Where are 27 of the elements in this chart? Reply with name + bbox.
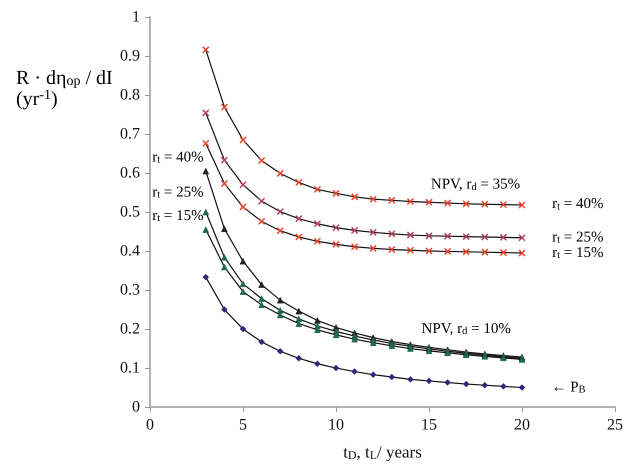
annotation: rt = 15% (552, 244, 604, 262)
y-tick-label: 1 (132, 8, 140, 26)
annotation: rt = 25% (152, 184, 204, 201)
y-tick-label: 0 (132, 398, 140, 416)
annotation: rt = 40% (552, 196, 604, 212)
y-tick-label: 0.8 (120, 86, 140, 104)
y-tick-label: 0.9 (120, 48, 140, 65)
x-tick-label: 15 (421, 416, 437, 434)
annotation: NPV, rd = 35% (430, 176, 520, 193)
y-tick-label: 0.7 (120, 126, 140, 143)
y-tick-label: 0.6 (120, 164, 140, 182)
y-tick-label: 0.3 (120, 282, 140, 299)
annotation: rt = 25% (552, 229, 604, 246)
x-tick-label: 20 (514, 416, 530, 434)
y-tick-label: 0.5 (120, 204, 140, 221)
y-tick-label: 0.2 (120, 320, 140, 338)
annotation: rt = 40% (152, 149, 204, 166)
x-axis-title: tD, tL/ years (343, 442, 422, 462)
annotation: ← PB (551, 380, 586, 396)
x-tick-label: 10 (328, 416, 344, 434)
annotation: rt = 15% (152, 208, 204, 224)
y-tick-label: 0.1 (120, 360, 140, 377)
annotation: NPV, rd = 10% (422, 321, 511, 338)
x-tick-label: 0 (146, 416, 154, 434)
x-tick-label: 5 (239, 416, 247, 434)
x-tick-label: 25 (607, 416, 623, 434)
y-tick-label: 0.4 (120, 242, 140, 260)
